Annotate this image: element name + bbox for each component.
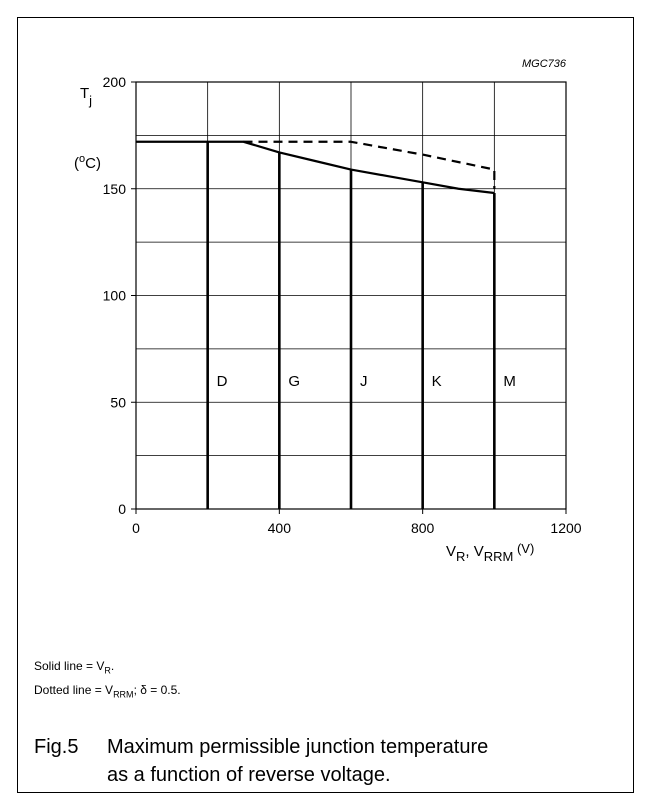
y-axis-label-sub: j bbox=[88, 93, 92, 108]
y-axis-unit-sup: o bbox=[79, 153, 85, 165]
x-tick-label: 1200 bbox=[550, 520, 581, 536]
x-axis-label-s1: R bbox=[456, 549, 465, 564]
class-label-j: J bbox=[360, 373, 368, 390]
x-axis-label-s2: RRM bbox=[484, 549, 514, 564]
chart-series bbox=[136, 140, 496, 195]
figure-frame bbox=[17, 17, 634, 793]
x-tick-label: 400 bbox=[268, 520, 292, 536]
y-axis-unit-rest: C) bbox=[85, 155, 101, 172]
x-axis-label-sep: , V bbox=[465, 543, 483, 560]
x-tick-label: 800 bbox=[411, 520, 435, 536]
class-label-m: M bbox=[503, 373, 516, 390]
dotted-note-prefix: Dotted line = V bbox=[34, 683, 114, 697]
x-axis-label-v1: V bbox=[446, 543, 456, 560]
dotted-note-sub: RRM bbox=[113, 689, 134, 700]
y-axis-label-main: T bbox=[80, 85, 89, 102]
chart-tick-labels: 0 400 800 1200 0 50 100 150 200 bbox=[103, 74, 582, 536]
y-tick-label: 200 bbox=[103, 74, 127, 90]
class-label-g: G bbox=[288, 373, 300, 390]
caption-number: Fig.5 bbox=[34, 736, 79, 758]
class-label-k: K bbox=[432, 373, 442, 390]
solid-note-sub: R bbox=[104, 665, 111, 676]
series-line-dotted-vrrm bbox=[243, 140, 496, 189]
x-axis-label-unit: (V) bbox=[513, 541, 534, 556]
y-axis-unit: (oC) bbox=[74, 153, 101, 172]
y-tick-label: 50 bbox=[110, 394, 126, 410]
solid-note-prefix: Solid line = V bbox=[34, 659, 105, 673]
y-axis-unit-open: ( bbox=[74, 155, 79, 172]
x-axis-label: VR, VRRM (V) bbox=[446, 541, 534, 564]
caption-line-2: as a function of reverse voltage. bbox=[107, 764, 391, 786]
y-tick-label: 150 bbox=[103, 181, 127, 197]
class-label-d: D bbox=[217, 373, 228, 390]
y-tick-label: 100 bbox=[103, 288, 127, 304]
y-axis-label: Tj bbox=[80, 85, 92, 108]
figure-code: MGC736 bbox=[522, 58, 567, 70]
caption-line-1: Maximum permissible junction temperature bbox=[107, 736, 489, 758]
series-line-solid-vr bbox=[136, 140, 495, 195]
caption-text: Maximum permissible junction temperature… bbox=[107, 733, 627, 789]
y-tick-label: 0 bbox=[118, 501, 126, 517]
dotted-line-note: Dotted line = VRRM; δ = 0.5. bbox=[34, 683, 181, 699]
solid-line-note: Solid line = VR. bbox=[34, 659, 114, 675]
dotted-note-suffix: ; δ = 0.5. bbox=[133, 683, 181, 697]
x-tick-label: 0 bbox=[132, 520, 140, 536]
solid-note-suffix: . bbox=[110, 659, 115, 673]
